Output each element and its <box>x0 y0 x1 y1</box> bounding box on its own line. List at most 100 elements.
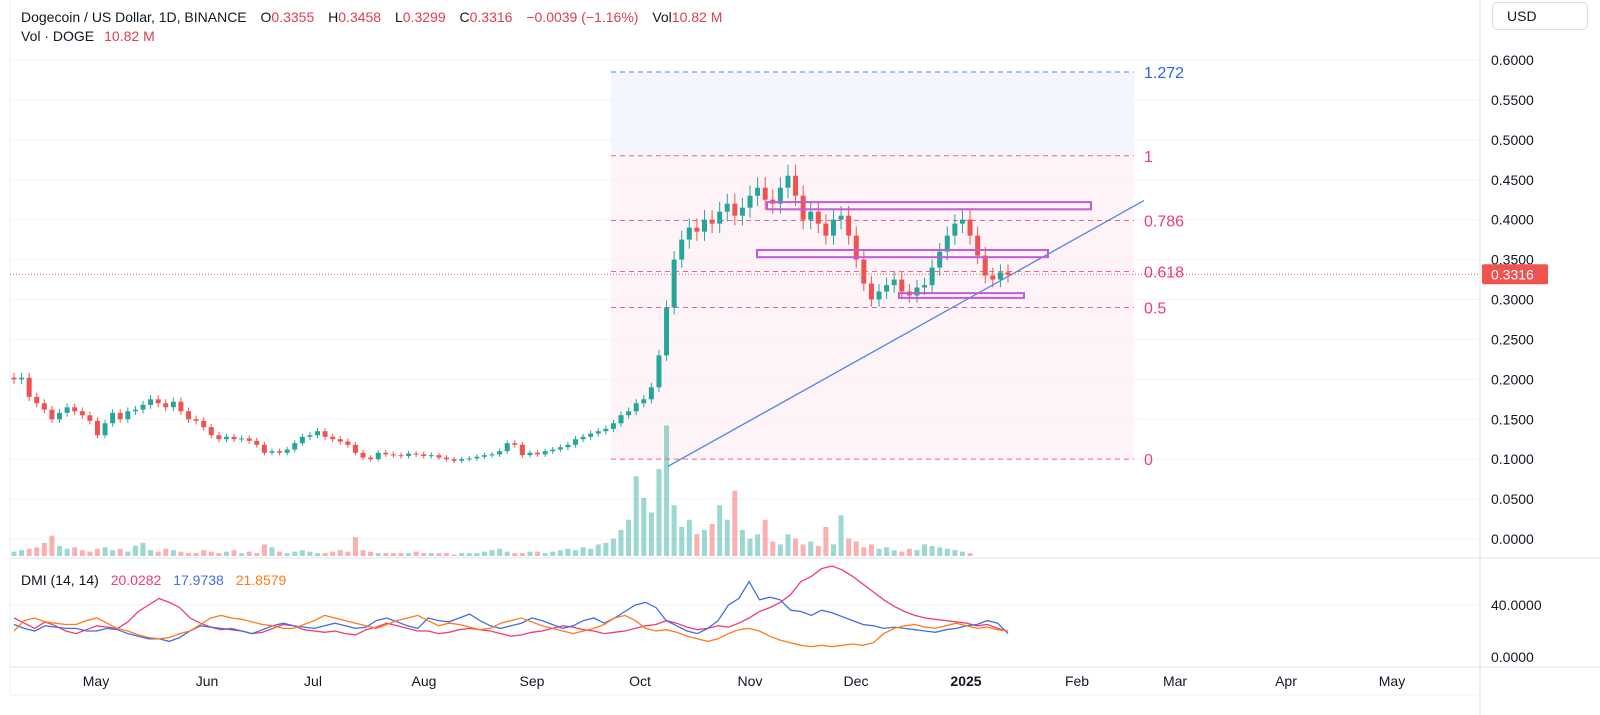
volume-bar <box>390 553 396 556</box>
volume-bar <box>186 553 192 556</box>
fib-level-label: 0.786 <box>1144 213 1184 230</box>
candle-body <box>277 451 283 453</box>
volume-bar <box>861 547 867 556</box>
candle-body <box>937 251 943 268</box>
candle-body <box>57 412 63 420</box>
volume-bar <box>686 519 692 556</box>
minus-di-value: 17.9738 <box>173 572 224 588</box>
support-resistance-zone <box>756 249 1049 259</box>
current-price-label: 0.3316 <box>1491 266 1534 282</box>
volume-bar <box>436 553 442 556</box>
volume-bar <box>838 515 844 556</box>
candle-body <box>87 415 93 421</box>
candle-body <box>572 439 578 445</box>
volume-bar <box>474 553 480 556</box>
volume-bar <box>481 551 487 556</box>
volume-bar <box>148 550 154 556</box>
candle-body <box>421 454 427 456</box>
candle-body <box>466 458 472 460</box>
volume-bar <box>633 476 639 556</box>
candle-body <box>64 407 70 413</box>
time-axis-label: Jun <box>196 673 219 689</box>
candle-body <box>216 435 222 440</box>
candle-body <box>72 407 78 412</box>
adx-line <box>13 614 1009 648</box>
volume-bar <box>444 553 450 556</box>
volume-bar <box>565 548 571 556</box>
volume-bar <box>906 548 912 556</box>
candle-body <box>148 399 154 405</box>
volume-bar <box>626 519 632 556</box>
volume-bar <box>223 551 229 556</box>
volume-bar <box>732 490 738 556</box>
volume-bar <box>641 498 647 556</box>
volume-bar <box>891 550 897 556</box>
volume-bar <box>94 548 100 556</box>
candle-body <box>451 459 457 461</box>
candle-body <box>110 412 116 424</box>
volume-bar <box>777 544 783 556</box>
vol-label: Vol <box>652 9 672 25</box>
volume-bar <box>884 547 890 556</box>
volume-bar <box>383 553 389 556</box>
change-value: −0.0039 (−1.16%) <box>526 9 639 25</box>
fib-level-label: 1 <box>1144 149 1153 166</box>
candle-body <box>406 453 412 456</box>
candle-body <box>140 404 146 410</box>
candle-body <box>315 431 321 436</box>
price-tick-label: 0.4500 <box>1491 172 1534 188</box>
candle-body <box>368 457 374 460</box>
volume-bar <box>610 538 616 556</box>
volume-bar <box>853 541 859 556</box>
candle-body <box>489 454 495 456</box>
candle-body <box>952 223 958 236</box>
volume-bar <box>87 551 93 556</box>
volume-bar <box>914 550 920 556</box>
volume-bar <box>588 548 594 556</box>
support-resistance-zone <box>766 201 1092 211</box>
volume-bar <box>315 553 321 556</box>
volume-bar <box>368 551 374 556</box>
fib-extension-zone <box>611 71 1134 156</box>
volume-bar <box>542 553 548 556</box>
candle-body <box>94 420 100 436</box>
volume-bar <box>72 547 78 556</box>
volume-bar <box>580 547 586 556</box>
volume-bar <box>709 524 715 556</box>
candle-body <box>254 440 260 445</box>
volume-bar <box>254 553 260 556</box>
volume-bar <box>413 551 419 556</box>
trend-line <box>667 199 1145 467</box>
candle-body <box>694 227 700 232</box>
candle-body <box>739 207 745 216</box>
volume-bar <box>527 551 533 556</box>
candle-body <box>891 279 897 286</box>
candle-body <box>512 443 518 445</box>
candle-body <box>542 451 548 455</box>
candle-body <box>595 431 601 434</box>
dmi-legend: DMI (14, 14) 20.0282 17.9738 21.8579 <box>21 572 286 588</box>
open-label: O <box>260 9 272 25</box>
dmi-tick-label: 0.0000 <box>1491 649 1534 665</box>
candle-body <box>732 203 738 216</box>
volume-bar <box>550 551 556 556</box>
candle-body <box>709 219 715 224</box>
candle-body <box>504 443 510 452</box>
candle-body <box>990 275 996 280</box>
currency-button[interactable]: USD <box>1492 2 1588 30</box>
candle-body <box>588 433 594 437</box>
candle-body <box>125 411 131 420</box>
price-tick-label: 0.0500 <box>1491 491 1534 507</box>
volume-bar <box>952 550 958 556</box>
candle-body <box>474 456 480 459</box>
candle-body <box>330 436 336 440</box>
candle-body <box>284 449 290 453</box>
volume-bar <box>701 529 707 556</box>
price-tick-label: 0.2500 <box>1491 331 1534 347</box>
candle-body <box>193 419 199 421</box>
candle-body <box>967 219 973 236</box>
candle-body <box>997 272 1003 280</box>
low-label: L <box>394 9 403 25</box>
volume-bar <box>830 544 836 556</box>
